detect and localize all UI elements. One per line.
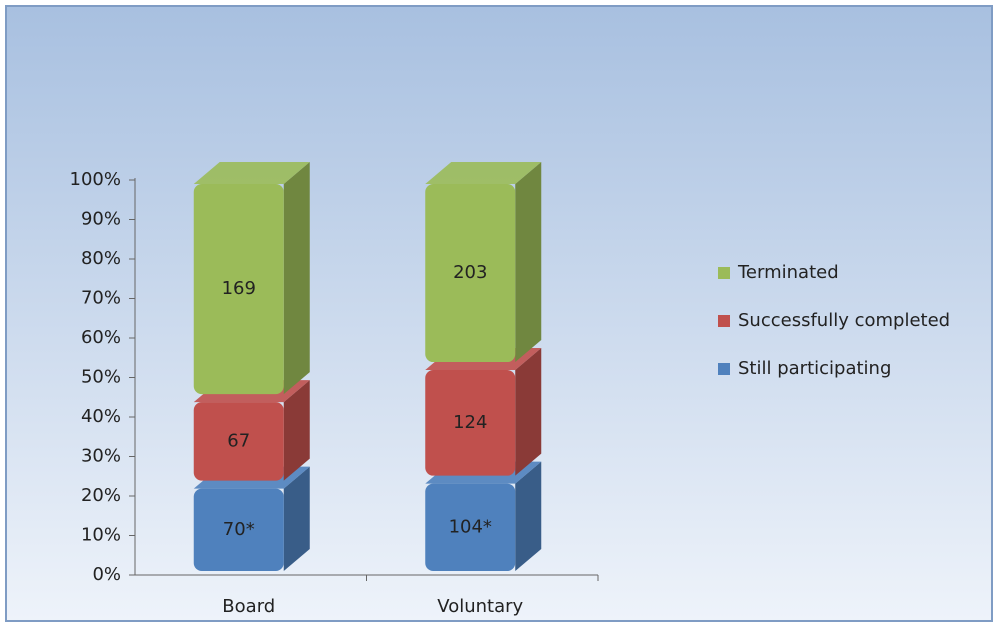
bar-top [193,162,310,184]
x-tick-label: Voluntary [437,596,523,617]
bar [193,488,284,571]
bar [425,483,516,571]
y-tick-label: 90% [81,209,121,230]
bar-top [425,162,542,184]
bar [193,402,284,481]
y-tick-label: 0% [92,564,121,585]
y-tick-label: 20% [81,485,121,506]
data-label: 67 [227,430,250,451]
bar-side [515,461,542,571]
bar [425,184,516,363]
y-tick-label: 40% [81,406,121,427]
data-label: 124 [453,412,487,433]
y-tick-label: 10% [81,525,121,546]
data-label: 203 [453,262,487,283]
legend-label: Still participating [738,358,891,379]
bar-side [515,348,542,476]
y-tick-label: 30% [81,446,121,467]
bar-side [283,162,310,395]
bar-side [283,466,310,571]
legend-swatch [718,363,730,375]
data-label: 70* [223,519,255,540]
data-label: 169 [222,278,256,299]
y-tick-label: 100% [70,169,121,190]
legend-swatch [718,315,730,327]
data-label: 104* [449,516,492,537]
bar [193,184,284,395]
legend-label: Terminated [737,262,839,283]
bar-side [283,380,310,481]
y-tick-label: 50% [81,367,121,388]
legend-label: Successfully completed [738,310,950,331]
legend-swatch [718,267,730,279]
bar [425,370,516,476]
y-tick-label: 60% [81,327,121,348]
bar-side [515,162,542,363]
y-tick-label: 80% [81,248,121,269]
y-tick-label: 70% [81,288,121,309]
x-tick-label: Board [222,596,275,617]
